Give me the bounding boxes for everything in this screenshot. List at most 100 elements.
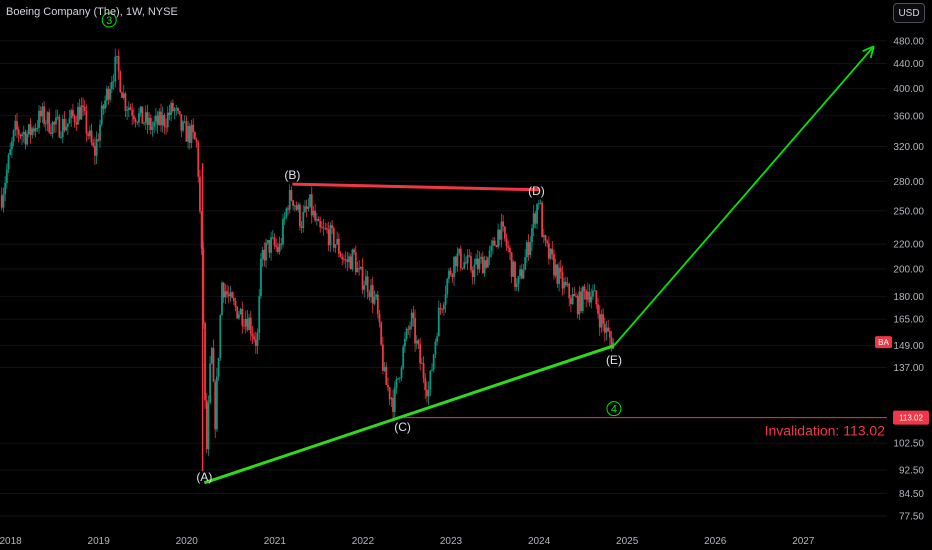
candle-body bbox=[149, 117, 152, 130]
price-axis[interactable]: 480.00 440.00 400.00 360.00 320.00 280.00 250.… bbox=[893, 36, 929, 522]
candle-body bbox=[160, 111, 162, 126]
candle-body bbox=[464, 262, 467, 264]
candle-body bbox=[38, 110, 40, 128]
candle-body bbox=[588, 291, 591, 303]
candle-body bbox=[170, 102, 173, 115]
candle-body bbox=[215, 376, 218, 430]
candle-body bbox=[282, 219, 284, 245]
candle-body bbox=[456, 253, 459, 267]
candle-body bbox=[544, 235, 547, 241]
y-tick-label: 320.00 bbox=[893, 142, 924, 153]
candle-body bbox=[493, 240, 496, 246]
candle-body bbox=[302, 211, 305, 228]
candle-body bbox=[507, 246, 510, 248]
candle-body bbox=[519, 269, 521, 277]
candle-body bbox=[470, 256, 472, 271]
candle-body bbox=[298, 204, 301, 227]
candle-body bbox=[163, 115, 166, 127]
candle-body bbox=[180, 114, 183, 131]
candle-body bbox=[88, 130, 91, 136]
x-tick-label: 2027 bbox=[792, 536, 815, 547]
circle-wave-marker bbox=[101, 12, 117, 28]
candle-body bbox=[564, 281, 567, 286]
candle-body bbox=[466, 255, 469, 264]
candle-body bbox=[356, 268, 359, 273]
candle-body bbox=[454, 256, 457, 267]
projection-line bbox=[613, 45, 875, 347]
candle-body bbox=[214, 381, 217, 430]
candle-body bbox=[600, 314, 603, 328]
candle-body bbox=[310, 194, 313, 216]
candle-body bbox=[295, 205, 298, 210]
candle-body bbox=[122, 93, 125, 98]
candle-body bbox=[77, 107, 79, 125]
candle-body bbox=[522, 270, 525, 279]
currency-button[interactable]: USD bbox=[893, 3, 925, 23]
candle-body bbox=[143, 122, 145, 124]
y-tick-label: 480.00 bbox=[893, 36, 924, 47]
candle-body bbox=[5, 169, 8, 184]
y-tick-label: 165.00 bbox=[893, 315, 924, 326]
candle-body bbox=[559, 267, 562, 273]
candle-body bbox=[56, 116, 59, 118]
wave-label: (C) bbox=[394, 420, 411, 434]
candle-body bbox=[597, 304, 599, 314]
candle-body bbox=[33, 128, 35, 132]
candle-body bbox=[366, 276, 369, 293]
y-tick-label: 137.00 bbox=[893, 363, 924, 374]
candle-body bbox=[287, 208, 289, 210]
candle-body bbox=[593, 290, 596, 292]
candle-body bbox=[390, 397, 393, 400]
candle-body bbox=[453, 256, 455, 278]
candle-body bbox=[200, 211, 203, 249]
candle-body bbox=[278, 243, 281, 252]
y-tick-label: 280.00 bbox=[893, 177, 924, 188]
candle-body bbox=[290, 190, 293, 201]
candle-body bbox=[144, 112, 147, 123]
candle-body bbox=[283, 217, 286, 220]
candle-body bbox=[14, 121, 17, 131]
time-axis[interactable]: 2018 2019 2020 2021 2022 2023 2024 2025 2026 2027 bbox=[0, 536, 815, 547]
candle-body bbox=[60, 137, 62, 138]
candle-body bbox=[85, 111, 88, 134]
candle-body bbox=[412, 312, 415, 319]
candle-body bbox=[195, 139, 198, 143]
candle-body bbox=[536, 204, 538, 224]
candle-body bbox=[561, 272, 564, 289]
candle-body bbox=[312, 210, 315, 216]
candle-body bbox=[415, 340, 418, 344]
candle-body bbox=[353, 249, 355, 253]
candle-body bbox=[55, 117, 57, 125]
candle-body bbox=[434, 341, 437, 355]
candle-body bbox=[537, 203, 540, 205]
candle-body bbox=[608, 331, 611, 338]
candle-body bbox=[4, 183, 7, 195]
symbol-tag-label: BA bbox=[878, 338, 889, 347]
candle-body bbox=[442, 304, 445, 310]
candle-body bbox=[260, 258, 262, 297]
candle-body bbox=[512, 261, 515, 277]
candle-body bbox=[253, 336, 256, 340]
candle-body bbox=[246, 318, 249, 330]
candle-body bbox=[348, 256, 350, 262]
candle-body bbox=[151, 126, 154, 130]
candle-body bbox=[378, 314, 381, 323]
candle-body bbox=[83, 106, 86, 112]
circle-wave-marker bbox=[606, 401, 622, 417]
candle-body bbox=[427, 389, 430, 397]
candle-body bbox=[405, 328, 408, 339]
candle-body bbox=[104, 100, 106, 109]
candle-body bbox=[209, 363, 212, 403]
candle-body bbox=[116, 55, 118, 57]
candle-body bbox=[380, 322, 383, 345]
candle-body bbox=[424, 378, 427, 391]
candle-body bbox=[110, 81, 113, 90]
candle-body bbox=[371, 285, 374, 304]
candle-body bbox=[471, 270, 474, 278]
candle-body bbox=[138, 112, 140, 123]
y-tick-label: 360.00 bbox=[893, 111, 924, 122]
candle-body bbox=[61, 118, 64, 138]
x-tick-label: 2019 bbox=[88, 536, 111, 547]
candle-body bbox=[354, 252, 357, 273]
